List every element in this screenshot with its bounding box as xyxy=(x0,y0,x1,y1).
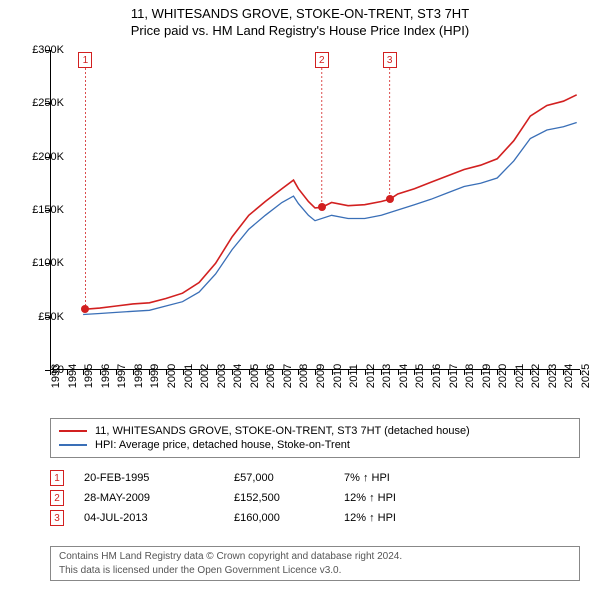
sale-row-pct: 7% ↑ HPI xyxy=(344,472,494,484)
x-axis-tick-label: 2003 xyxy=(216,364,228,388)
sale-marker-box: 3 xyxy=(383,52,397,68)
x-axis-tick-label: 2012 xyxy=(365,364,377,388)
sale-row-price: £160,000 xyxy=(234,512,344,524)
footer-line-2: This data is licensed under the Open Gov… xyxy=(59,564,571,578)
sale-marker-dot xyxy=(318,203,326,211)
x-axis-tick-label: 1996 xyxy=(100,364,112,388)
sale-marker-dot xyxy=(386,195,394,203)
y-axis-tick-label: £50K xyxy=(38,311,64,323)
x-axis-tick-label: 2024 xyxy=(563,364,575,388)
chart-area: 1993199419951996199719981999200020012002… xyxy=(50,50,580,370)
x-axis-tick-label: 2006 xyxy=(265,364,277,388)
x-axis-tick-label: 1998 xyxy=(133,364,145,388)
x-axis-tick-label: 2001 xyxy=(183,364,195,388)
x-axis-tick-label: 2002 xyxy=(199,364,211,388)
x-axis-tick-label: 2023 xyxy=(547,364,559,388)
sale-row-number: 2 xyxy=(50,490,64,506)
x-axis-tick-label: 2019 xyxy=(481,364,493,388)
legend-item: 11, WHITESANDS GROVE, STOKE-ON-TRENT, ST… xyxy=(59,425,571,437)
x-axis-tick-label: 2025 xyxy=(580,364,592,388)
x-axis-tick-label: 2010 xyxy=(332,364,344,388)
x-axis-tick-label: 1994 xyxy=(67,364,79,388)
x-axis-tick-label: 2004 xyxy=(232,364,244,388)
legend-label: HPI: Average price, detached house, Stok… xyxy=(95,439,350,451)
sale-row-date: 20-FEB-1995 xyxy=(84,472,234,484)
x-axis-tick-label: 2021 xyxy=(514,364,526,388)
x-axis-tick-label: 2014 xyxy=(398,364,410,388)
sales-table: 1 20-FEB-1995£57,0007% ↑ HPI 2 28-MAY-2009£… xyxy=(50,466,580,530)
series-line xyxy=(83,123,577,315)
y-axis-tick-label: £250K xyxy=(32,97,64,109)
sale-row-date: 04-JUL-2013 xyxy=(84,512,234,524)
x-axis-tick-label: 2015 xyxy=(414,364,426,388)
x-axis-tick-label: 1999 xyxy=(149,364,161,388)
legend: 11, WHITESANDS GROVE, STOKE-ON-TRENT, ST… xyxy=(50,418,580,458)
y-axis-tick-label: £150K xyxy=(32,204,64,216)
sale-row: 3 04-JUL-2013£160,00012% ↑ HPI xyxy=(50,510,580,526)
titles: 11, WHITESANDS GROVE, STOKE-ON-TRENT, ST… xyxy=(0,0,600,38)
sale-row: 2 28-MAY-2009£152,50012% ↑ HPI xyxy=(50,490,580,506)
x-axis-tick-label: 2016 xyxy=(431,364,443,388)
x-axis-tick-label: 2000 xyxy=(166,364,178,388)
sale-marker-dot xyxy=(81,305,89,313)
sale-row-number: 1 xyxy=(50,470,64,486)
legend-item: HPI: Average price, detached house, Stok… xyxy=(59,439,571,451)
y-axis-tick-label: £100K xyxy=(32,257,64,269)
legend-label: 11, WHITESANDS GROVE, STOKE-ON-TRENT, ST… xyxy=(95,425,470,437)
x-axis-tick-label: 2007 xyxy=(282,364,294,388)
chart-container: 11, WHITESANDS GROVE, STOKE-ON-TRENT, ST… xyxy=(0,0,600,590)
x-axis-tick-label: 2018 xyxy=(464,364,476,388)
legend-swatch xyxy=(59,444,87,446)
legend-swatch xyxy=(59,430,87,432)
x-axis-tick-label: 2005 xyxy=(249,364,261,388)
sale-row: 1 20-FEB-1995£57,0007% ↑ HPI xyxy=(50,470,580,486)
sale-marker-box: 2 xyxy=(315,52,329,68)
y-axis-tick-label: £200K xyxy=(32,151,64,163)
x-axis-tick-label: 1995 xyxy=(83,364,95,388)
y-axis-tick-label: £300K xyxy=(32,44,64,56)
x-axis-tick-label: 2011 xyxy=(348,364,360,388)
footer-attribution: Contains HM Land Registry data © Crown c… xyxy=(50,546,580,581)
x-axis-tick-label: 2017 xyxy=(448,364,460,388)
x-axis-tick-label: 2008 xyxy=(298,364,310,388)
sale-row-price: £152,500 xyxy=(234,492,344,504)
sale-row-date: 28-MAY-2009 xyxy=(84,492,234,504)
sale-row-number: 3 xyxy=(50,510,64,526)
chart-subtitle: Price paid vs. HM Land Registry's House … xyxy=(0,23,600,38)
sale-row-pct: 12% ↑ HPI xyxy=(344,492,494,504)
y-axis-tick-label: £0 xyxy=(52,364,64,376)
chart-svg xyxy=(50,50,580,370)
x-axis-tick-label: 2009 xyxy=(315,364,327,388)
sale-marker-box: 1 xyxy=(78,52,92,68)
x-axis-tick-label: 1997 xyxy=(116,364,128,388)
sale-row-price: £57,000 xyxy=(234,472,344,484)
chart-title: 11, WHITESANDS GROVE, STOKE-ON-TRENT, ST… xyxy=(0,6,600,21)
x-axis-tick-label: 2020 xyxy=(497,364,509,388)
footer-line-1: Contains HM Land Registry data © Crown c… xyxy=(59,550,571,564)
series-line xyxy=(85,95,576,309)
x-axis-tick-label: 2022 xyxy=(530,364,542,388)
sale-row-pct: 12% ↑ HPI xyxy=(344,512,494,524)
x-axis-tick-label: 2013 xyxy=(381,364,393,388)
